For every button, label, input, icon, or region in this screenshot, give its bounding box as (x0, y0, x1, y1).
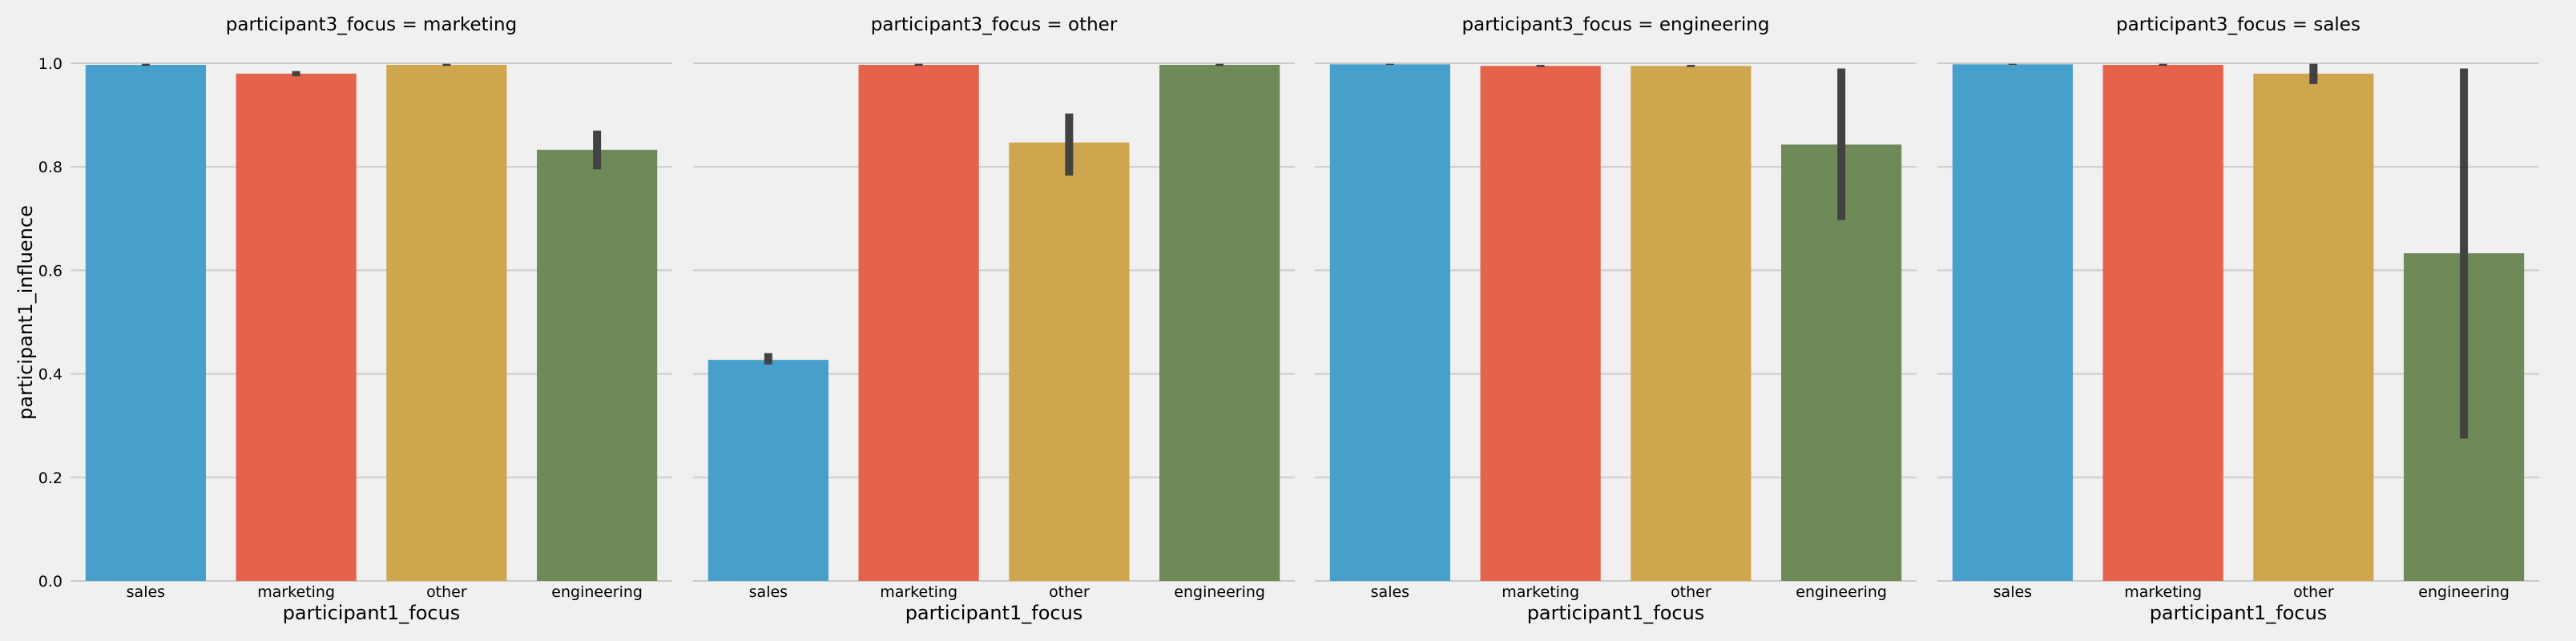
x-tick-label: other (2293, 583, 2334, 601)
y-axis-label: participant1_influence (14, 205, 37, 420)
x-tick-label: marketing (1502, 583, 1579, 601)
y-tick-label: 0.0 (38, 573, 62, 591)
bar-marketing (858, 64, 979, 582)
bar-other (386, 64, 507, 582)
facet-title: participant3_focus = engineering (1462, 14, 1770, 35)
y-tick-label: 0.8 (38, 159, 62, 176)
y-tick-label: 0.4 (38, 366, 62, 384)
bar-sales (707, 360, 828, 581)
bar-marketing (2102, 64, 2223, 582)
x-tick-label: other (1671, 583, 1711, 601)
x-tick-label: other (426, 583, 467, 601)
bar-engineering (1159, 64, 1280, 582)
x-tick-label: marketing (2124, 583, 2202, 601)
x-tick-label: sales (749, 583, 788, 601)
bar-sales (85, 64, 206, 582)
x-axis-label: participant1_focus (2150, 602, 2328, 624)
x-axis-label: participant1_focus (1527, 602, 1705, 624)
x-tick-label: marketing (257, 583, 335, 601)
x-axis-label: participant1_focus (905, 602, 1083, 624)
facet-title: participant3_focus = marketing (226, 14, 517, 35)
x-tick-label: other (1049, 583, 1090, 601)
y-tick-label: 1.0 (38, 55, 62, 73)
bar-other (1631, 66, 1752, 582)
x-tick-label: engineering (551, 583, 643, 601)
x-tick-label: marketing (880, 583, 957, 601)
x-tick-label: engineering (2418, 583, 2509, 601)
bar-marketing (236, 73, 357, 582)
bar-other (1009, 142, 1130, 581)
x-tick-label: engineering (1796, 583, 1887, 601)
x-tick-label: engineering (1174, 583, 1265, 601)
y-tick-label: 0.6 (38, 262, 62, 280)
x-axis-label: participant1_focus (283, 602, 461, 624)
bar-sales (1952, 64, 2073, 582)
facet-title: participant3_focus = other (871, 14, 1118, 35)
bar-sales (1329, 64, 1450, 582)
bar-engineering (537, 149, 658, 581)
bar-marketing (1480, 66, 1601, 582)
bar-other (2253, 73, 2374, 582)
x-tick-label: sales (1371, 583, 1409, 601)
x-tick-label: sales (1993, 583, 2032, 601)
y-tick-label: 0.2 (38, 470, 62, 487)
facet-title: participant3_focus = sales (2116, 14, 2360, 35)
x-tick-label: sales (127, 583, 165, 601)
